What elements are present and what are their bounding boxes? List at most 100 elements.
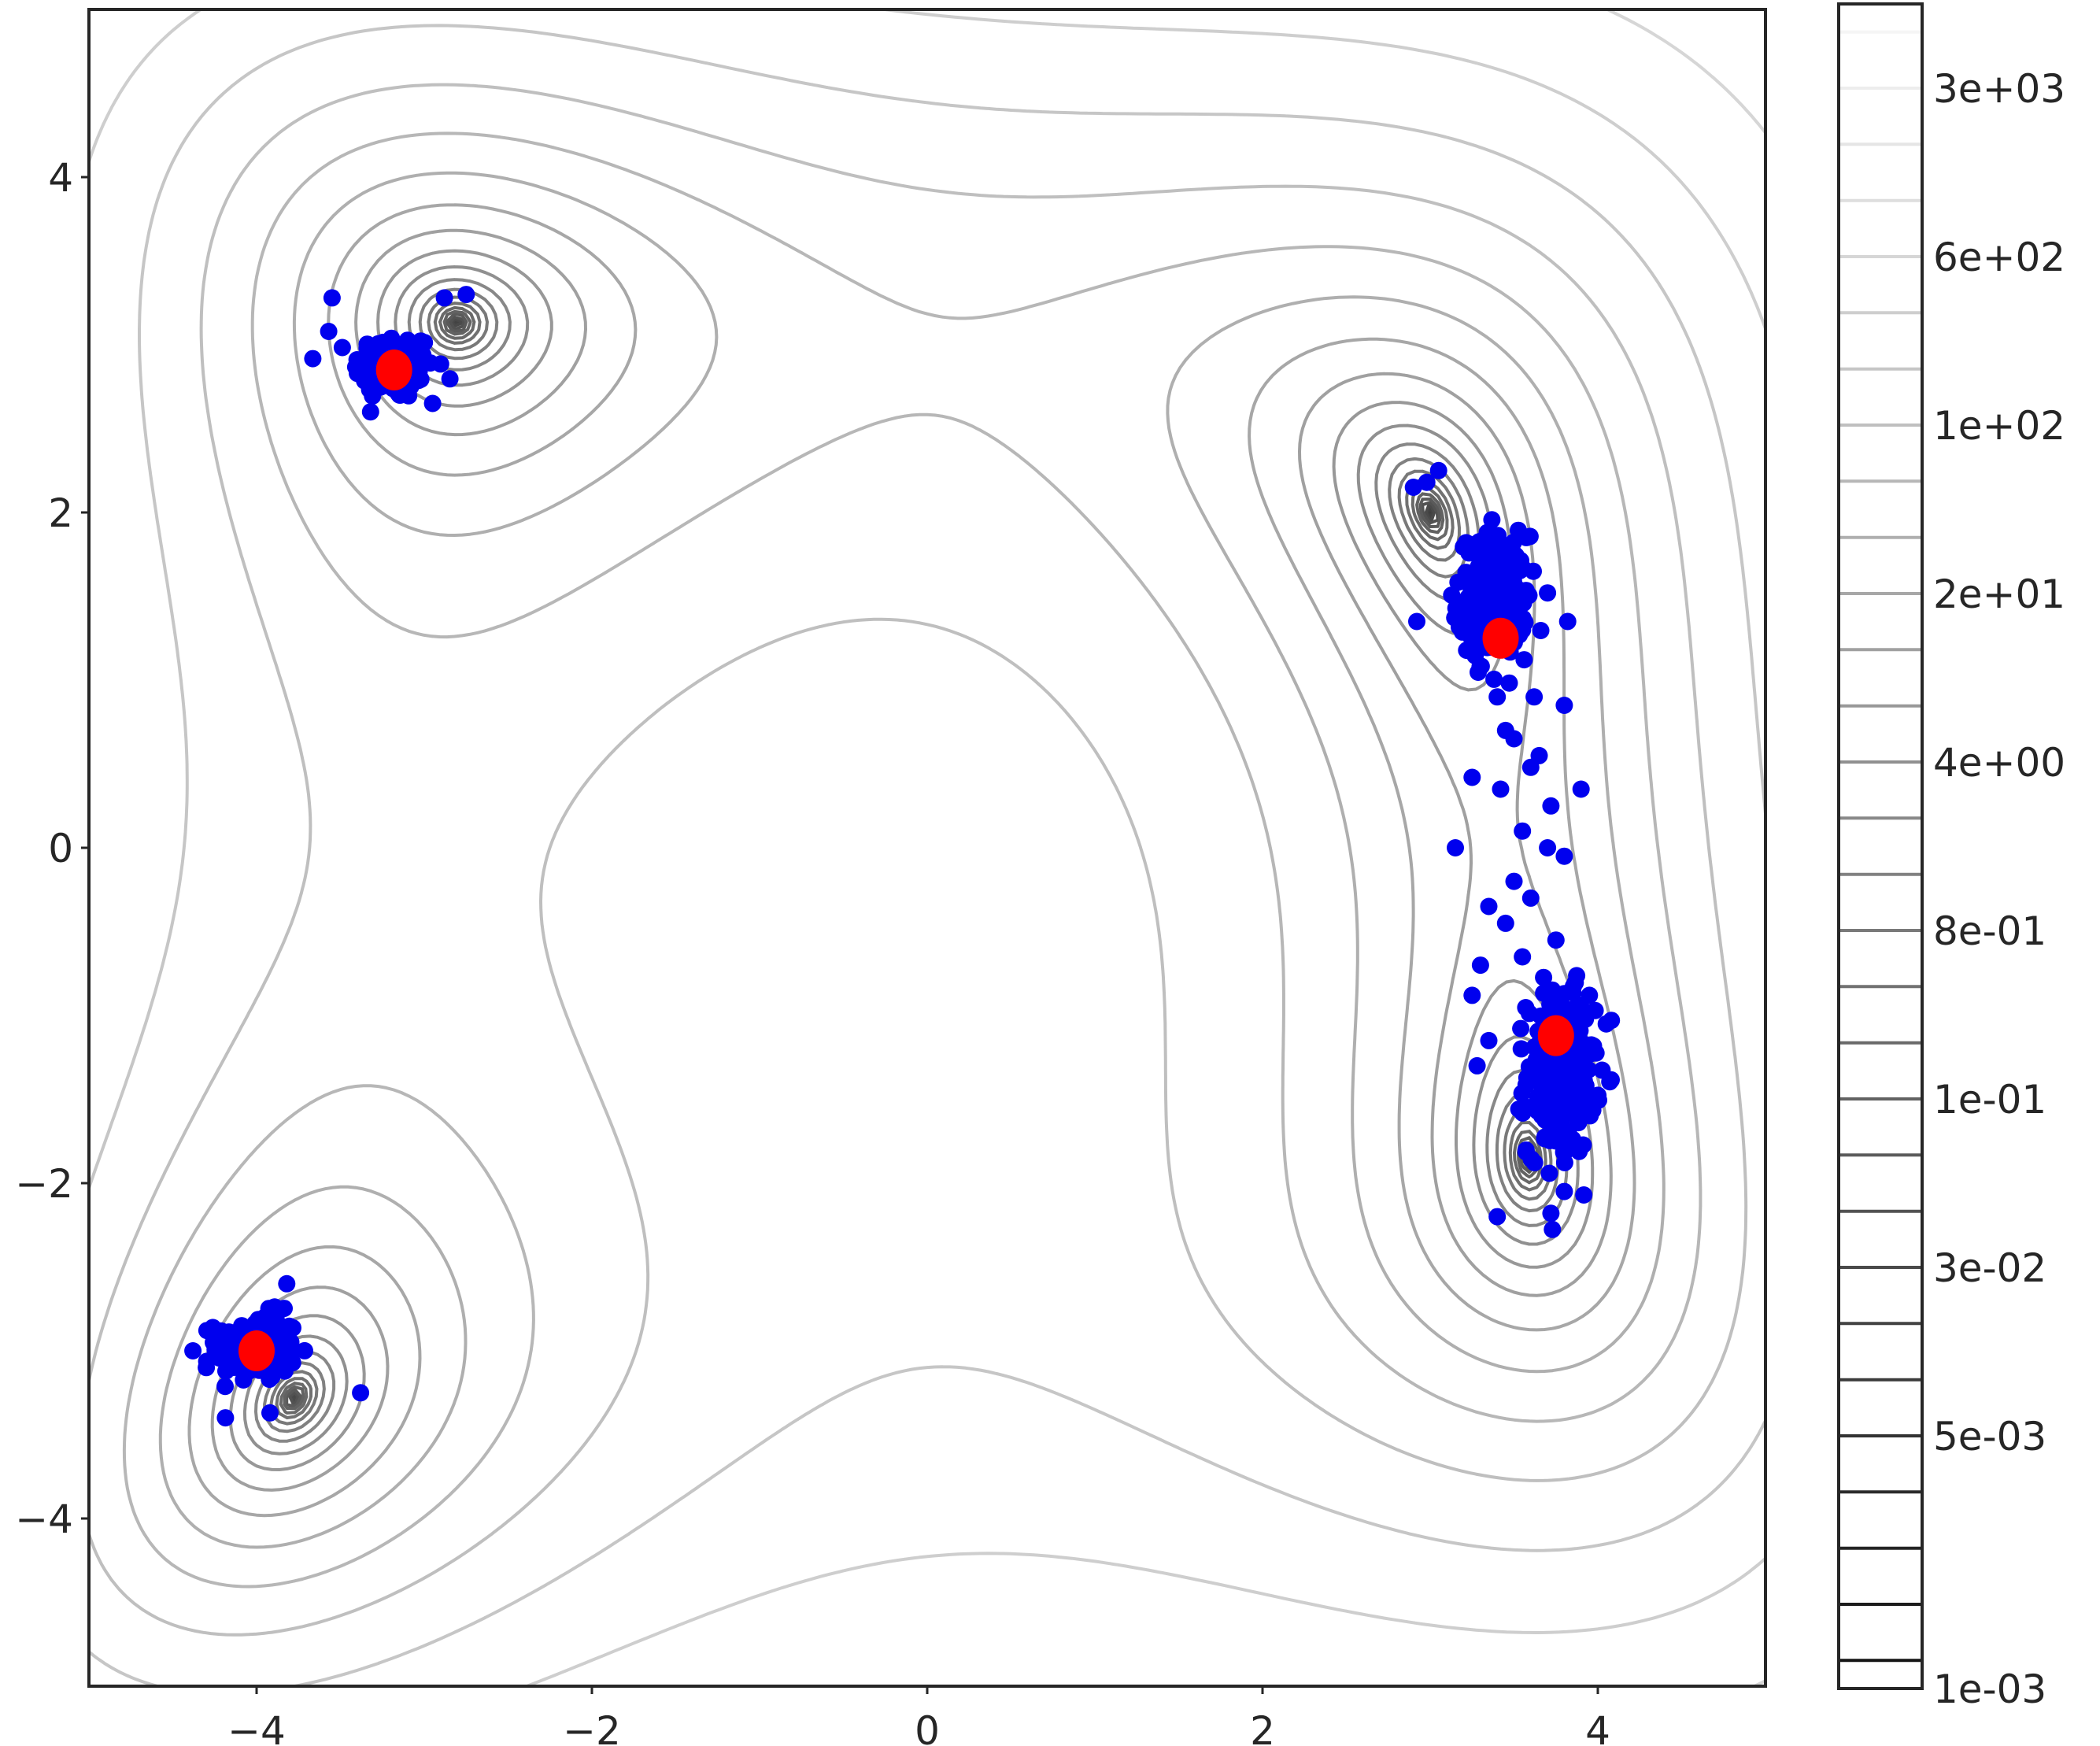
sample-point [457, 286, 475, 304]
colorbar-tick-label: 8e-01 [1933, 908, 2046, 954]
mode-point-1 [238, 1330, 275, 1371]
sample-point [224, 1352, 242, 1369]
sample-point [1488, 1208, 1507, 1226]
sample-point [1481, 586, 1499, 604]
colorbar-tick-labels: 1e-03 5e-03 3e-02 1e-01 8e-01 4e+00 2e+01 1e+02… [1933, 66, 2065, 1712]
sample-point [320, 323, 338, 340]
mode-point-3 [1537, 1015, 1574, 1056]
sample-point [1514, 948, 1532, 966]
sample-point [1519, 1099, 1537, 1116]
sample-point [1500, 674, 1518, 692]
sample-point [333, 338, 351, 357]
sample-point [1488, 688, 1507, 706]
sample-point [1593, 1061, 1611, 1079]
sample-point [1429, 461, 1447, 479]
sample-point [1521, 527, 1539, 546]
sample-point [1542, 1204, 1560, 1223]
sample-point [1535, 968, 1553, 986]
sample-point [1572, 780, 1590, 798]
sample-point [1480, 1031, 1498, 1049]
contour-level-20 [158, 171, 1666, 1549]
sample-point [283, 1354, 301, 1372]
sample-point [1558, 1064, 1577, 1082]
sample-point [216, 1378, 234, 1396]
y-tick-label: 2 [48, 490, 73, 536]
sample-point [1469, 638, 1487, 656]
colorbar-level-lines [1839, 30, 1922, 1663]
colorbar-tick-label: 5e-03 [1933, 1414, 2046, 1459]
sample-point [1555, 1153, 1573, 1171]
sample-point [1584, 1037, 1603, 1055]
contour-level-18 [210, 228, 1613, 1492]
colorbar-tick-label: 6e+02 [1933, 235, 2065, 280]
sample-point [204, 1319, 222, 1337]
sample-point [1463, 768, 1481, 786]
sample-point [431, 355, 449, 373]
sample-point [1468, 546, 1486, 564]
colorbar-tick-label: 1e+02 [1933, 403, 2065, 449]
x-tick-label: 4 [1585, 1708, 1610, 1746]
sample-point [1455, 538, 1473, 556]
sample-point [1525, 1154, 1544, 1171]
sample-point [296, 1341, 313, 1359]
sample-point [1525, 688, 1544, 706]
plot-area [89, 9, 1765, 1686]
sample-point [1404, 479, 1422, 496]
x-tick-label: −2 [563, 1708, 621, 1746]
sample-point [1581, 986, 1599, 1004]
sample-point [1480, 897, 1498, 916]
sample-point [435, 289, 453, 307]
contour-level-21 [122, 131, 1703, 1589]
colorbar-background [1839, 4, 1922, 1689]
sample-point [1505, 872, 1523, 890]
sample-point [1544, 1084, 1562, 1102]
contour-level-12 [275, 301, 1547, 1419]
sample-point [1539, 584, 1557, 602]
sample-point [364, 387, 382, 405]
colorbar-tick-label: 3e+03 [1933, 66, 2065, 112]
sample-point [1521, 1004, 1538, 1023]
sample-point [323, 289, 341, 307]
sample-point [216, 1409, 235, 1427]
sample-point [1484, 527, 1502, 546]
sample-point [1575, 1186, 1593, 1204]
sample-point [229, 1322, 247, 1341]
sample-point [1577, 1077, 1595, 1095]
sample-point [1447, 839, 1464, 856]
sample-point [361, 403, 379, 421]
sample-point [1485, 670, 1503, 688]
x-axis: −4 −2 0 2 4 [227, 1686, 1610, 1746]
mode-point-0 [375, 350, 412, 390]
sample-point [1542, 797, 1560, 815]
colorbar-frame [1837, 2, 1924, 1690]
colorbar-tick-label: 2e+01 [1933, 572, 2065, 617]
sample-point [1459, 589, 1477, 607]
x-tick-label: 2 [1250, 1708, 1275, 1746]
contour-level-23 [89, 24, 1765, 1686]
y-axis: −4 −2 0 2 4 [15, 155, 89, 1542]
y-tick-label: −2 [15, 1161, 73, 1207]
sample-point [1555, 1182, 1573, 1200]
sample-point [1471, 956, 1489, 975]
sample-point [1514, 822, 1532, 840]
contour-level-11 [279, 305, 1544, 1415]
sample-point [279, 1322, 297, 1340]
sample-point [1468, 1056, 1486, 1075]
sample-point [1496, 914, 1514, 932]
sample-point [1558, 612, 1577, 631]
mode-points [238, 350, 1574, 1371]
sample-point [261, 1404, 279, 1422]
sample-point [414, 335, 432, 353]
sample-point [1539, 1100, 1556, 1118]
mode-point-2 [1482, 617, 1519, 659]
sample-point [1555, 847, 1573, 865]
sample-point [278, 1274, 296, 1293]
sample-point [261, 1371, 279, 1389]
sample-point [1408, 612, 1425, 631]
x-tick-label: −4 [227, 1708, 286, 1746]
sample-point [1517, 582, 1535, 600]
sample-point [184, 1342, 202, 1359]
sample-point [1462, 609, 1480, 627]
sample-point [352, 1384, 370, 1402]
